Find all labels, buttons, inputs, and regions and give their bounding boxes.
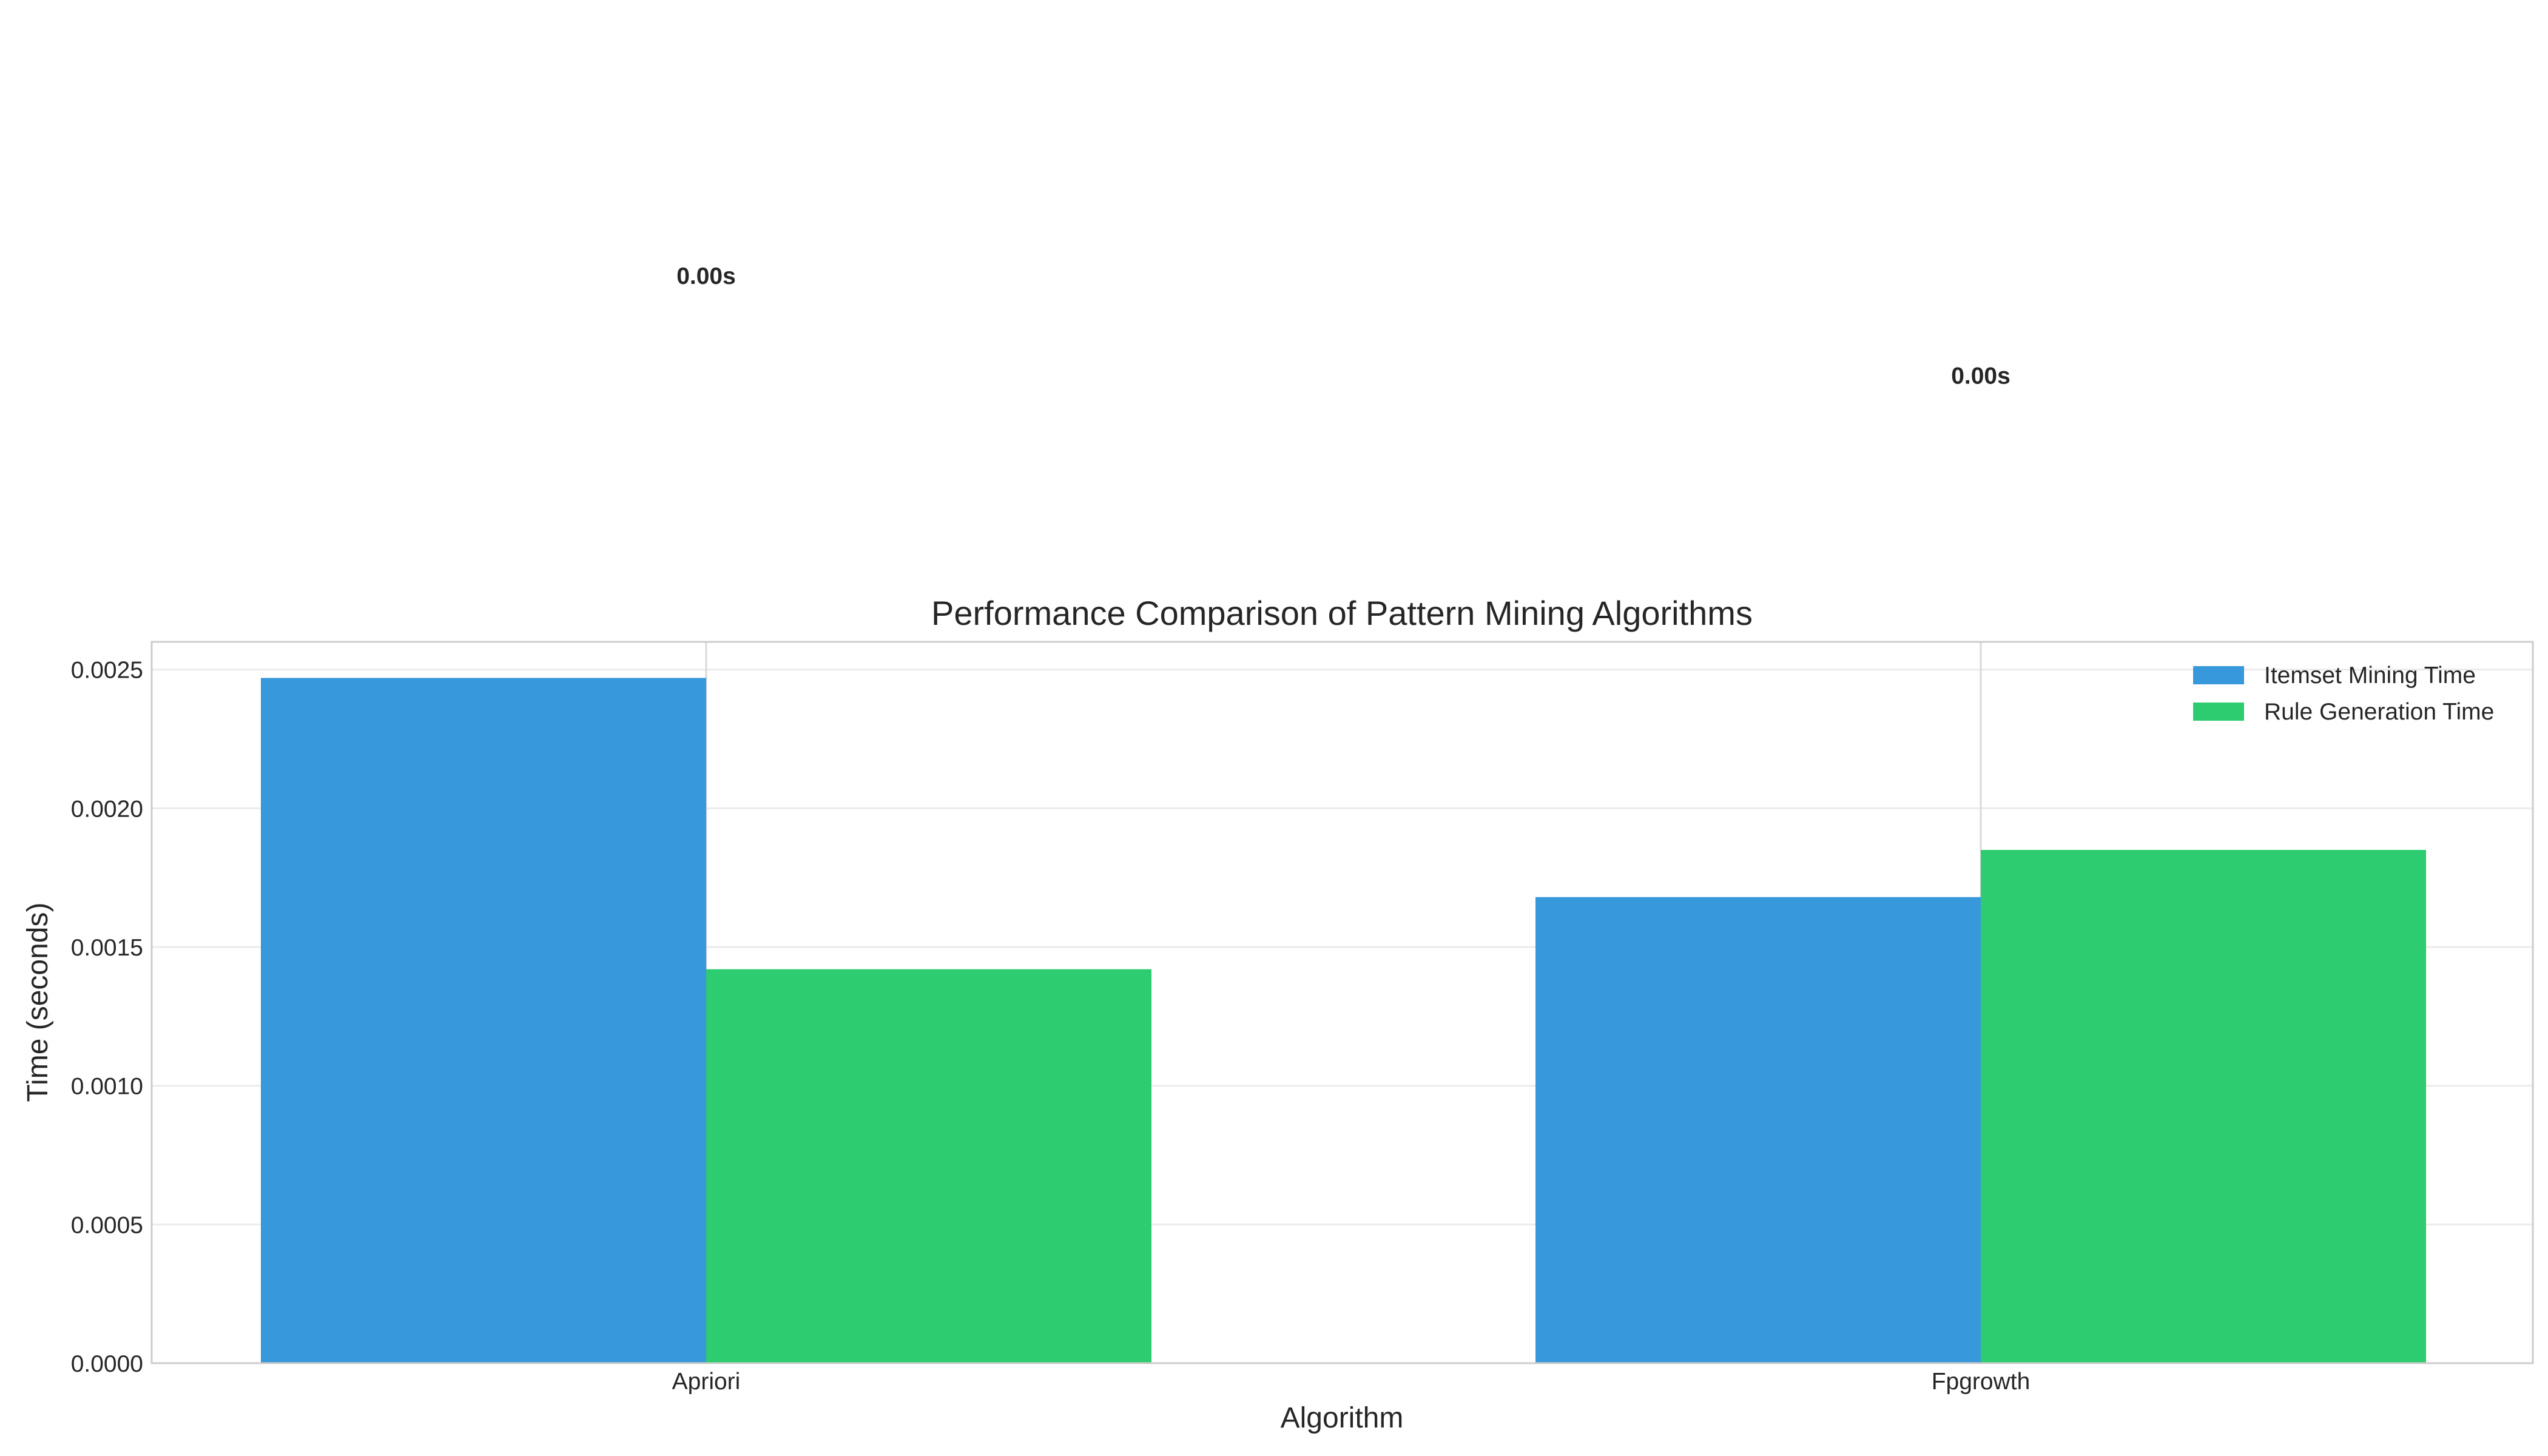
bar-fpgrowth-itemset <box>1535 897 1981 1363</box>
y-axis-label: Time (seconds) <box>22 903 54 1102</box>
x-tick-label: Apriori <box>672 1369 741 1395</box>
chart-title: Performance Comparison of Pattern Mining… <box>931 594 1753 632</box>
legend-swatch-rule <box>2193 703 2244 721</box>
bar-apriori-rule <box>706 969 1151 1363</box>
legend: Itemset Mining Time Rule Generation Time <box>2193 662 2494 725</box>
x-tick-label: Fpgrowth <box>1932 1369 2031 1395</box>
legend-label-itemset: Itemset Mining Time <box>2264 662 2476 689</box>
x-ticks: Apriori Fpgrowth <box>672 1369 2031 1395</box>
y-tick-label: 0.0005 <box>71 1212 143 1238</box>
y-tick-label: 0.0020 <box>71 796 143 822</box>
y-tick-label: 0.0025 <box>71 658 143 684</box>
plot-frame <box>150 641 2534 1364</box>
bars <box>261 678 2426 1363</box>
total-time-annotation: 0.00s <box>676 263 736 289</box>
legend-swatch-itemset <box>2193 666 2244 684</box>
x-axis-label: Algorithm <box>1281 1402 1404 1434</box>
y-tick-label: 0.0010 <box>71 1074 143 1100</box>
y-tick-label: 0.0000 <box>71 1351 143 1377</box>
total-time-annotation: 0.00s <box>1951 363 2010 389</box>
bar-apriori-itemset <box>261 678 706 1363</box>
legend-label-rule: Rule Generation Time <box>2264 699 2494 725</box>
y-ticks: 0.0000 0.0005 0.0010 0.0015 0.0020 0.0025 <box>71 658 143 1377</box>
annotations: 0.00s 0.00s <box>676 263 2010 389</box>
y-tick-label: 0.0015 <box>71 935 143 961</box>
bar-fpgrowth-rule <box>1981 849 2426 1363</box>
